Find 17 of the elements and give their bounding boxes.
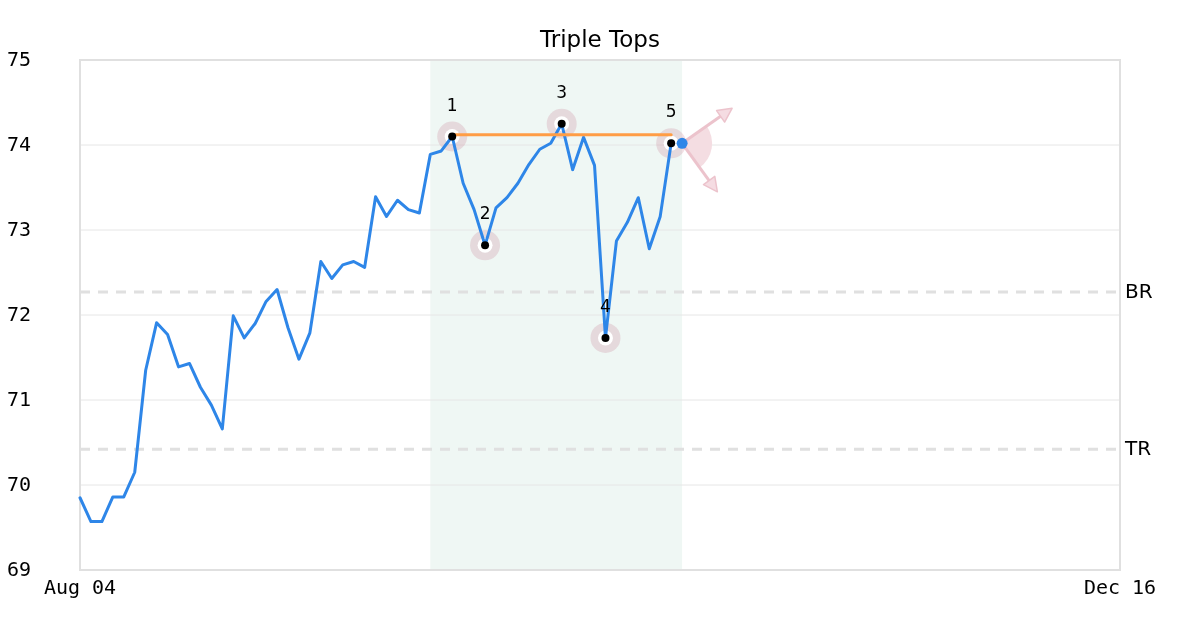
series-label: 5 — [665, 101, 677, 122]
series-label: 1 — [446, 94, 458, 115]
y-tick-label: 72 — [6, 301, 31, 326]
x-tick-label: Aug 04 — [43, 574, 117, 599]
y-tick-label: 69 — [6, 556, 31, 581]
y-tick-label: 75 — [6, 46, 31, 71]
y-tick-label: 73 — [6, 216, 31, 241]
series-label: 2 — [479, 203, 491, 224]
ref-line-label: TR — [1124, 435, 1152, 460]
y-tick-label: 71 — [6, 386, 31, 411]
point — [676, 137, 688, 149]
ref-line-label: BR — [1125, 278, 1153, 303]
y-tick-label: 74 — [6, 131, 31, 156]
series-label: 3 — [556, 81, 568, 102]
x-tick-label: Dec 16 — [1083, 574, 1157, 599]
chart-title: Triple Tops — [539, 25, 660, 52]
y-tick-label: 70 — [6, 471, 31, 496]
